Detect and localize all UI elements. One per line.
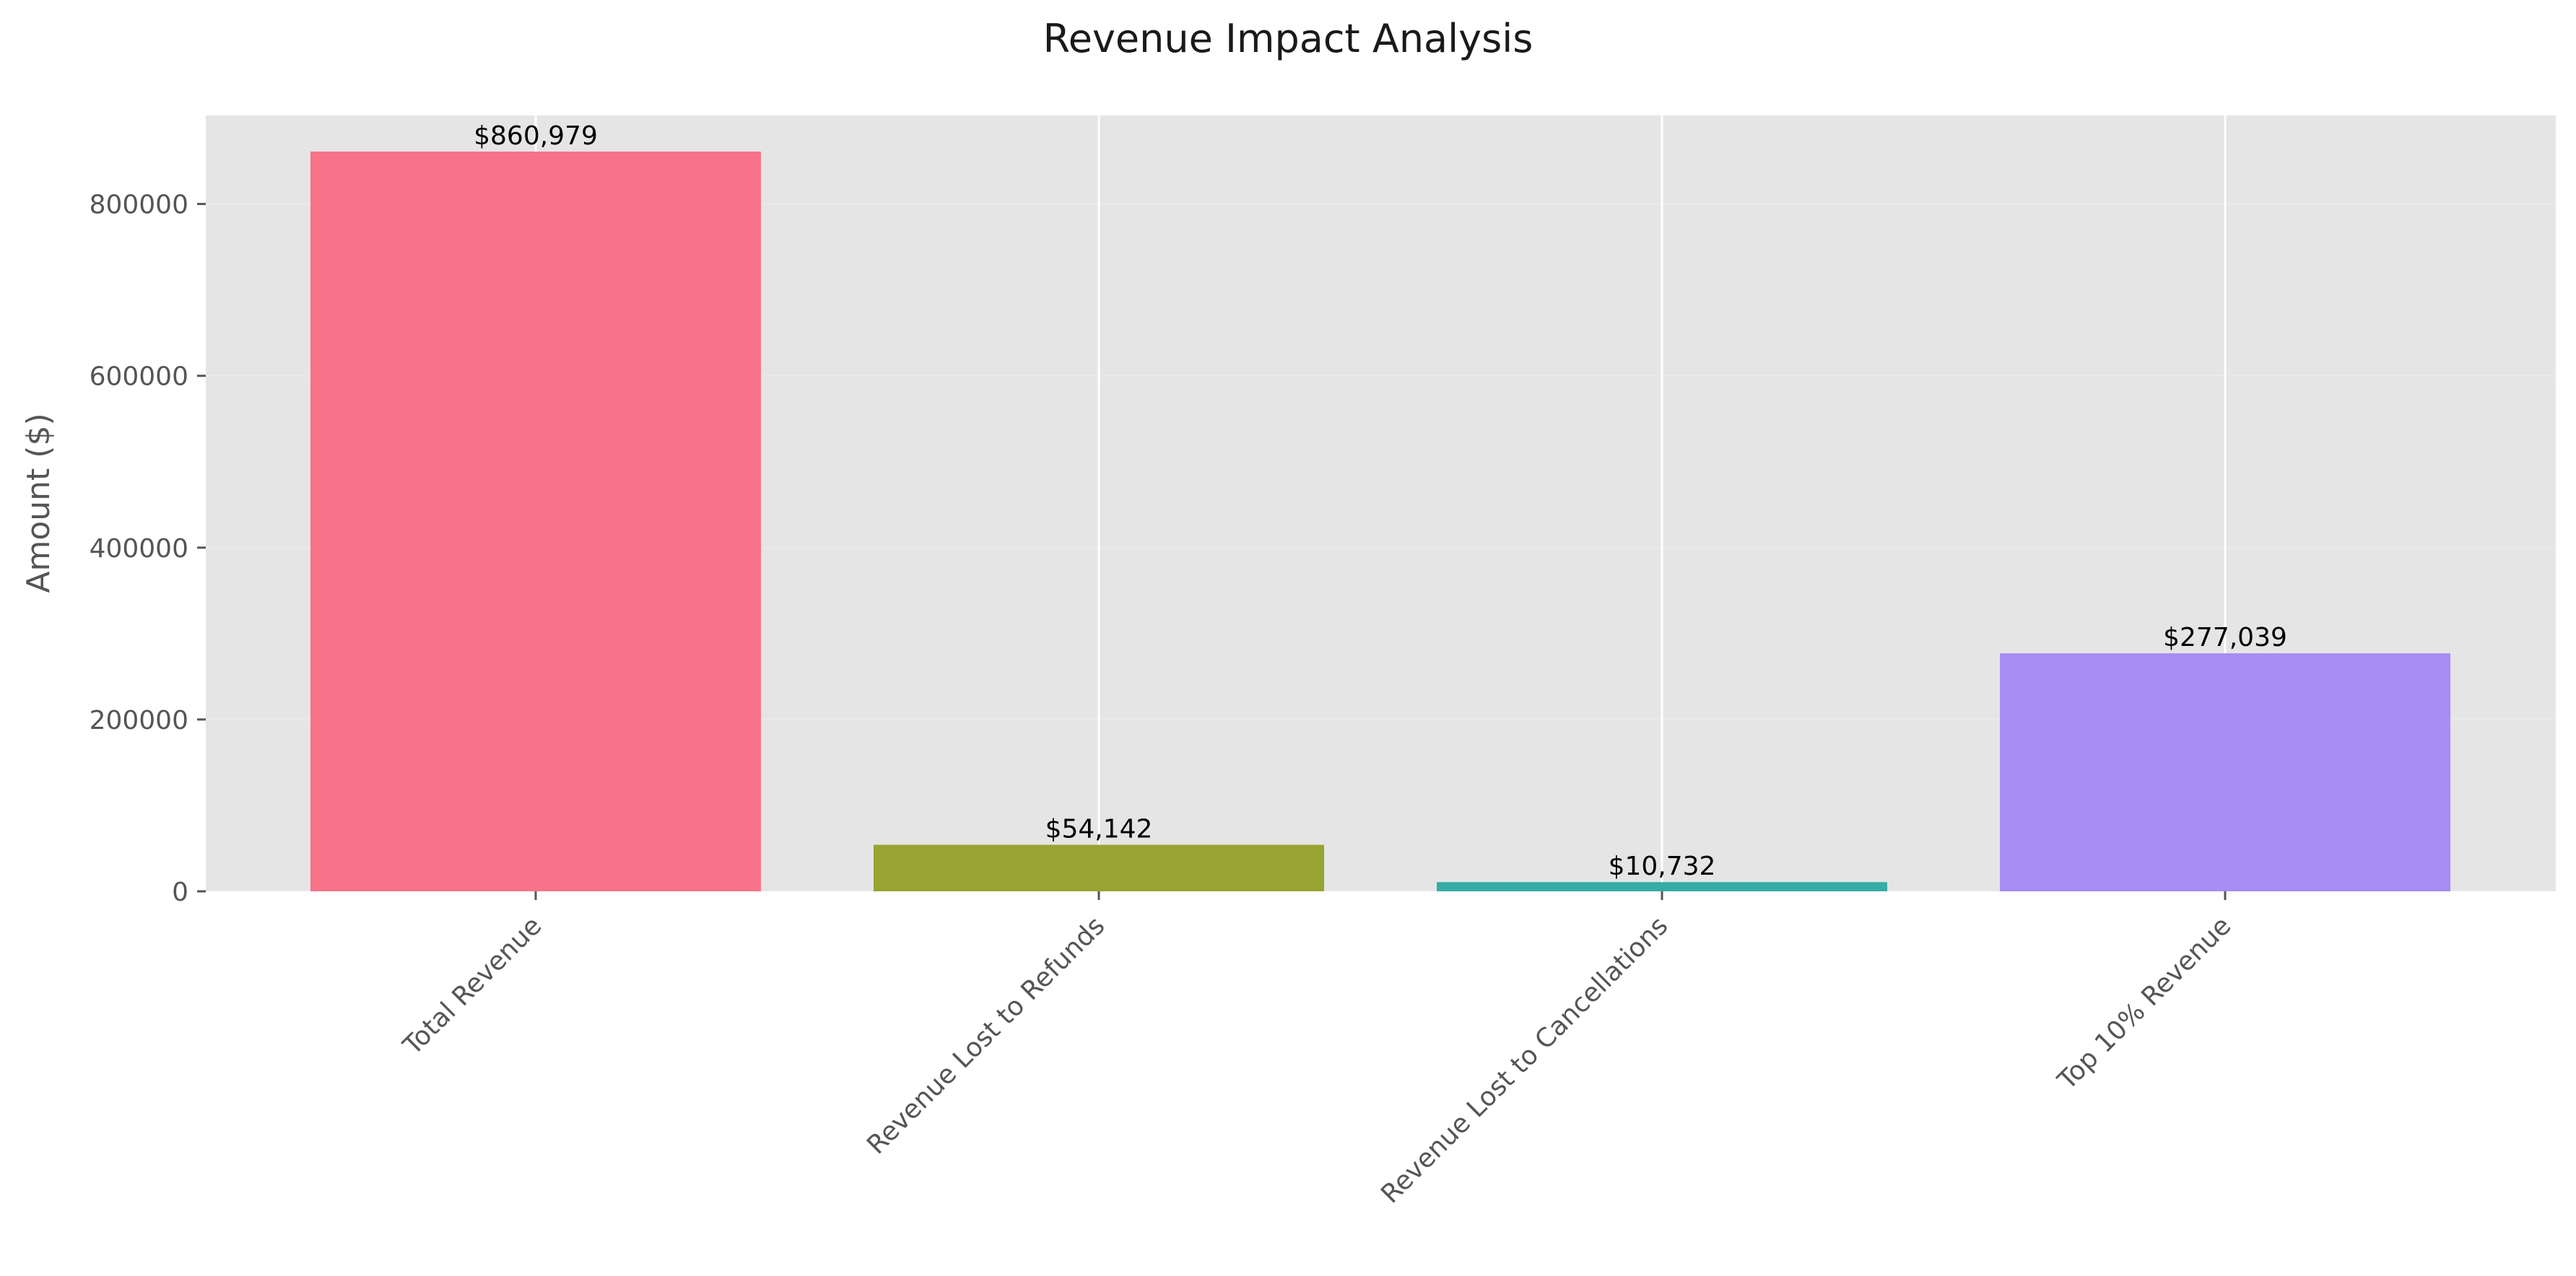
bar bbox=[874, 844, 1324, 891]
bar-value-label: $277,039 bbox=[2163, 623, 2287, 652]
bar bbox=[1437, 882, 1887, 891]
y-tick-label: 800000 bbox=[90, 191, 188, 220]
bar bbox=[2000, 653, 2450, 891]
x-axis: Total Revenue Revenue Lost to Refunds Reve… bbox=[397, 891, 2237, 1210]
bar-value-label: $54,142 bbox=[1045, 815, 1153, 844]
y-axis: 0 200000 400000 600000 800000 bbox=[90, 191, 206, 907]
y-tick-label: 0 bbox=[172, 878, 188, 907]
x-tick-label: Revenue Lost to Refunds bbox=[861, 911, 1110, 1160]
y-tick-label: 200000 bbox=[90, 706, 188, 735]
x-tick-label: Total Revenue bbox=[397, 911, 547, 1061]
y-axis-label: Amount ($) bbox=[20, 413, 57, 593]
x-tick-label: Top 10% Revenue bbox=[2052, 911, 2237, 1096]
y-tick-label: 600000 bbox=[90, 362, 188, 392]
x-tick-label: Revenue Lost to Cancellations bbox=[1375, 911, 1674, 1209]
y-tick-label: 400000 bbox=[90, 534, 188, 564]
bar-value-label: $860,979 bbox=[474, 121, 598, 151]
bars: $860,979 $54,142 $10,732 $277,039 bbox=[310, 121, 2450, 891]
bar bbox=[310, 152, 761, 891]
bar-value-label: $10,732 bbox=[1609, 852, 1716, 881]
chart-title: Revenue Impact Analysis bbox=[1043, 16, 1533, 61]
